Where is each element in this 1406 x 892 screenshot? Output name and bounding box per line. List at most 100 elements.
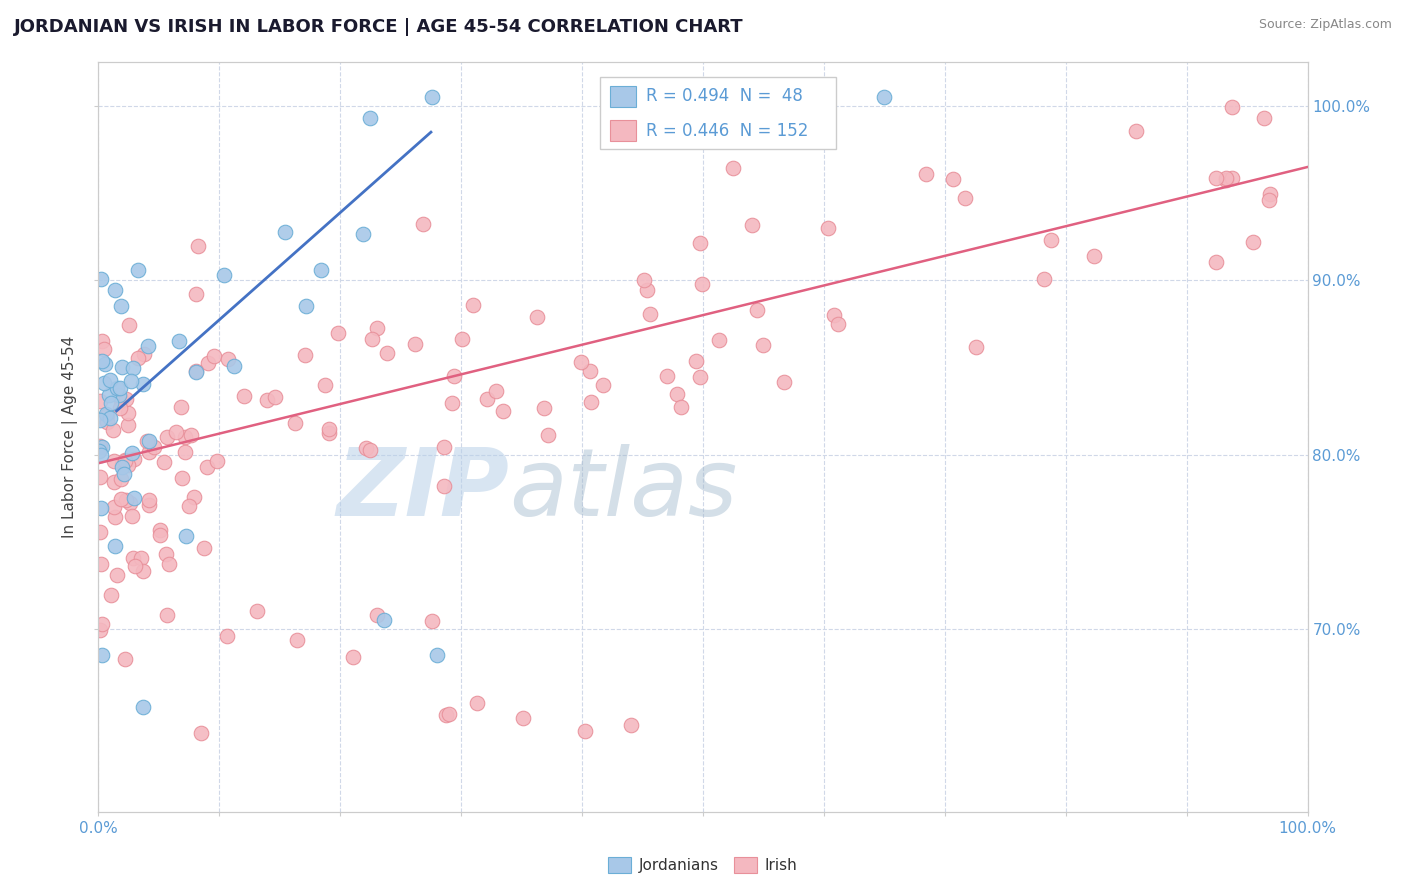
Point (136, 434, 159, 448)
Point (965, 340, 987, 354)
FancyBboxPatch shape (600, 78, 837, 149)
Point (463, 298, 485, 312)
Point (360, 332, 382, 346)
Point (1220, 100, 1243, 114)
Point (197, 356, 219, 370)
Point (817, 221, 839, 235)
Point (93, 342, 115, 356)
Point (101, 423, 124, 437)
Point (193, 541, 215, 556)
Point (359, 112, 381, 126)
Point (124, 452, 146, 467)
Point (373, 613, 395, 627)
Point (492, 404, 515, 418)
Point (752, 338, 775, 352)
Point (914, 167, 936, 181)
Point (108, 388, 131, 402)
Point (655, 369, 678, 384)
Point (115, 492, 138, 507)
Point (90, 648, 112, 662)
Point (90, 500, 112, 515)
Point (91, 354, 114, 368)
Point (117, 458, 139, 473)
Point (353, 227, 375, 241)
Point (132, 700, 155, 714)
Point (90, 448, 112, 462)
Point (1032, 271, 1054, 285)
Point (117, 418, 139, 433)
Point (420, 90, 443, 104)
Point (100, 396, 122, 410)
Point (110, 392, 132, 407)
Point (105, 381, 128, 395)
Point (184, 287, 207, 301)
Point (138, 492, 160, 507)
Point (294, 299, 316, 313)
Point (450, 332, 472, 346)
Point (89, 624, 111, 638)
Point (723, 161, 745, 176)
Point (90, 617, 112, 632)
Point (326, 326, 349, 341)
Point (89, 470, 111, 484)
Point (592, 378, 614, 392)
Point (98, 373, 121, 387)
Bar (610, 86, 637, 107)
Point (1253, 111, 1275, 125)
Text: atlas: atlas (509, 444, 738, 535)
Point (636, 283, 658, 297)
Point (1083, 249, 1105, 263)
Text: ZIP: ZIP (336, 443, 509, 535)
Point (633, 273, 655, 287)
Point (443, 368, 465, 383)
Y-axis label: In Labor Force | Age 45-54: In Labor Force | Age 45-54 (62, 336, 79, 538)
Point (404, 337, 426, 351)
Point (117, 406, 139, 420)
Point (124, 559, 146, 574)
Point (127, 351, 149, 365)
Point (666, 386, 689, 401)
Point (96, 415, 118, 429)
Point (89, 413, 111, 427)
Point (690, 277, 713, 292)
Point (773, 375, 796, 389)
Point (132, 376, 155, 391)
Point (186, 364, 208, 378)
Point (89, 439, 111, 453)
Point (437, 707, 460, 722)
Point (475, 392, 498, 407)
Point (197, 460, 219, 475)
Point (285, 633, 308, 648)
Point (1258, 186, 1281, 201)
Point (264, 390, 287, 404)
Point (180, 427, 202, 442)
Point (103, 500, 125, 515)
Text: R = 0.446  N = 152: R = 0.446 N = 152 (647, 121, 808, 140)
Point (620, 718, 643, 732)
Point (89, 393, 111, 408)
Point (1205, 255, 1227, 269)
Point (170, 400, 193, 414)
Point (103, 475, 125, 489)
Point (149, 528, 172, 542)
Point (709, 333, 731, 347)
Point (120, 374, 142, 388)
Point (318, 425, 340, 440)
Point (214, 268, 236, 282)
Point (90, 440, 112, 454)
Point (136, 339, 159, 353)
Point (467, 696, 489, 710)
Point (174, 444, 197, 458)
Point (342, 650, 364, 665)
Point (440, 396, 463, 410)
Point (1215, 173, 1237, 187)
Point (110, 299, 132, 313)
Text: R = 0.494  N =  48: R = 0.494 N = 48 (647, 87, 803, 105)
Point (574, 723, 596, 738)
Text: JORDANIAN VS IRISH IN LABOR FORCE | AGE 45-54 CORRELATION CHART: JORDANIAN VS IRISH IN LABOR FORCE | AGE … (14, 18, 744, 36)
Point (89, 525, 111, 540)
Point (177, 499, 200, 513)
Point (689, 369, 711, 384)
Point (692, 90, 714, 104)
Point (114, 652, 136, 666)
